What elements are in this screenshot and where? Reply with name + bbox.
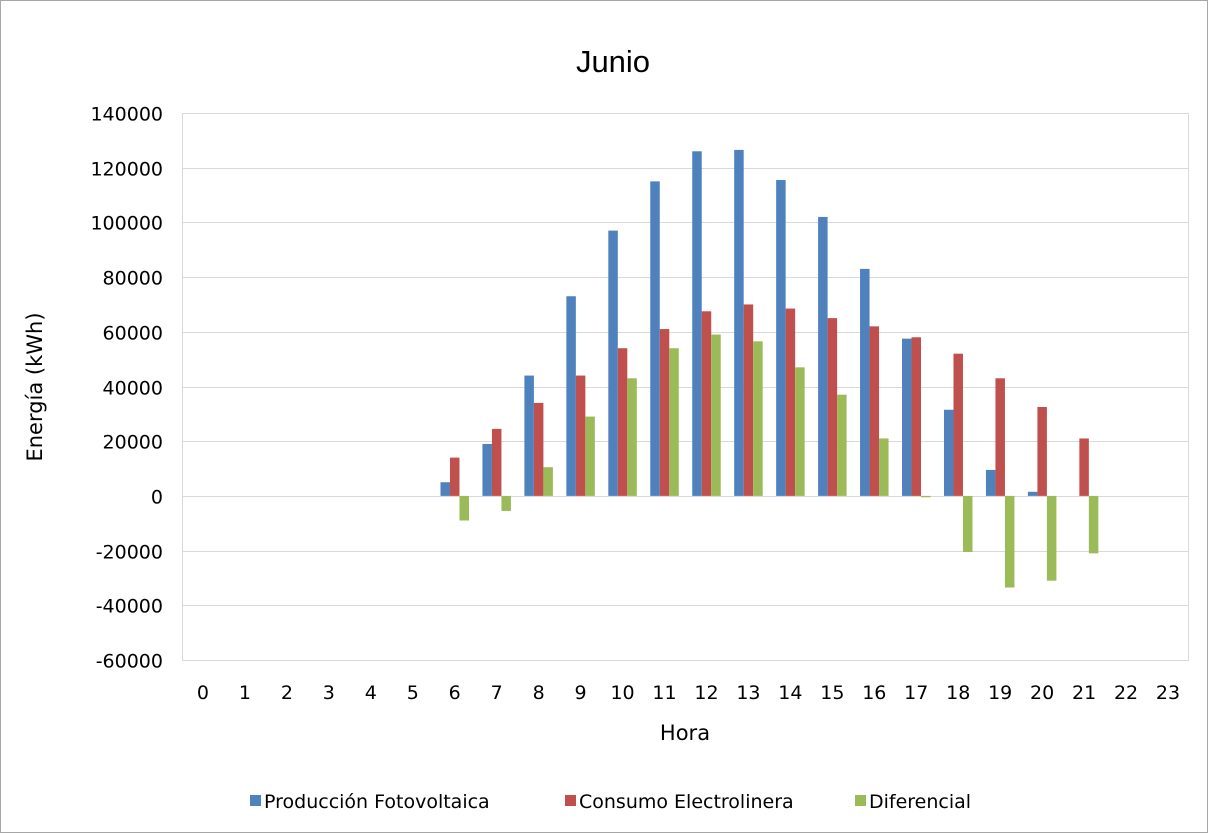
bar-producci-n-fotovoltaica-20	[1027, 491, 1038, 496]
x-axis-title: Hora	[660, 721, 710, 745]
legend-swatch	[250, 795, 261, 806]
bar-consumo-electrolinera-20	[1037, 407, 1047, 496]
y-tick-labels: 140000 120000 100000 80000 60000 40000 20000 0 -…	[90, 104, 163, 673]
bar-consumo-electrolinera-6	[449, 457, 460, 496]
bar-producci-n-fotovoltaica-14	[776, 180, 786, 496]
bar-producci-n-fotovoltaica-7	[482, 443, 492, 496]
x-tick-label: 11	[652, 682, 676, 704]
x-tick-label: 5	[407, 682, 419, 704]
bar-consumo-electrolinera-18	[953, 353, 963, 496]
bar-producci-n-fotovoltaica-17	[902, 338, 912, 496]
bar-producci-n-fotovoltaica-12	[692, 151, 702, 496]
legend-label: Producción Fotovoltaica	[264, 791, 490, 813]
bar-consumo-electrolinera-13	[743, 304, 754, 496]
x-tick-label: 0	[197, 682, 209, 704]
legend: Producción Fotovoltaica Consumo Electroli…	[250, 791, 971, 813]
x-tick-label: 21	[1072, 682, 1096, 704]
x-tick-label: 13	[736, 682, 760, 704]
bar-producci-n-fotovoltaica-8	[524, 375, 534, 496]
x-tick-label: 17	[904, 682, 928, 704]
legend-label: Consumo Electrolinera	[579, 791, 794, 813]
x-tick-label: 2	[281, 682, 293, 704]
x-tick-label: 14	[778, 682, 802, 704]
bar-diferencial-14	[795, 367, 805, 496]
bar-diferencial-13	[753, 341, 763, 496]
bar-consumo-electrolinera-11	[659, 329, 670, 496]
y-tick-label: 100000	[90, 213, 163, 235]
chart-title: Junio	[576, 44, 650, 79]
x-tick-label: 8	[533, 682, 545, 704]
bar-diferencial-20	[1046, 495, 1057, 581]
gridlines	[182, 113, 1189, 661]
bar-producci-n-fotovoltaica-19	[985, 469, 996, 496]
bar-diferencial-12	[711, 334, 721, 496]
bar-diferencial-10	[627, 378, 637, 496]
bar-consumo-electrolinera-10	[617, 348, 628, 496]
bar-consumo-electrolinera-12	[701, 311, 712, 496]
y-tick-label: 40000	[103, 378, 163, 400]
x-tick-labels: 0 1 2 3 4 5 6 7 8 9 10 11 12 13 14 15 16 17 18 19 20 21 22 23	[197, 682, 1180, 704]
bar-producci-n-fotovoltaica-6	[440, 482, 450, 496]
bar-producci-n-fotovoltaica-10	[608, 230, 618, 496]
bar-producci-n-fotovoltaica-18	[943, 409, 954, 496]
bar-consumo-electrolinera-21	[1079, 438, 1089, 496]
x-tick-label: 3	[323, 682, 335, 704]
y-tick-label: 20000	[103, 432, 163, 454]
bar-consumo-electrolinera-15	[827, 318, 838, 496]
x-tick-label: 9	[575, 682, 587, 704]
bar-diferencial-7	[501, 495, 511, 511]
bar-diferencial-15	[837, 394, 847, 496]
bar-diferencial-16	[879, 438, 889, 496]
legend-swatch	[565, 795, 576, 806]
bar-consumo-electrolinera-9	[575, 375, 586, 496]
x-tick-label: 19	[988, 682, 1012, 704]
y-tick-label: 80000	[103, 268, 163, 290]
bar-diferencial-9	[585, 416, 595, 496]
bars	[440, 149, 1099, 588]
x-tick-label: 1	[239, 682, 251, 704]
y-axis-title: Energía (kWh)	[23, 312, 47, 461]
x-tick-label: 10	[610, 682, 634, 704]
legend-swatch	[855, 795, 866, 806]
y-tick-label: 140000	[90, 104, 163, 126]
x-tick-label: 23	[1156, 682, 1180, 704]
bar-diferencial-21	[1088, 495, 1099, 554]
bar-consumo-electrolinera-8	[533, 402, 544, 496]
bar-consumo-electrolinera-16	[869, 326, 880, 496]
bar-producci-n-fotovoltaica-13	[734, 149, 744, 496]
x-tick-label: 6	[449, 682, 461, 704]
bar-diferencial-19	[1004, 495, 1015, 588]
bar-diferencial-6	[459, 495, 469, 521]
x-tick-label: 4	[365, 682, 377, 704]
bar-producci-n-fotovoltaica-11	[650, 181, 660, 496]
x-tick-label: 20	[1030, 682, 1054, 704]
bar-consumo-electrolinera-7	[491, 428, 502, 496]
y-tick-label: -60000	[96, 651, 163, 673]
y-tick-label: -20000	[96, 542, 163, 564]
bar-consumo-electrolinera-19	[995, 378, 1005, 496]
bar-diferencial-18	[962, 495, 973, 552]
x-tick-label: 15	[820, 682, 844, 704]
x-tick-label: 22	[1114, 682, 1138, 704]
legend-label: Diferencial	[869, 791, 971, 813]
bar-producci-n-fotovoltaica-9	[566, 296, 576, 496]
y-tick-label: 60000	[103, 323, 163, 345]
bar-producci-n-fotovoltaica-15	[818, 216, 828, 496]
bar-producci-n-fotovoltaica-16	[860, 268, 870, 496]
y-tick-label: 0	[151, 487, 163, 509]
bar-diferencial-17	[921, 495, 931, 498]
y-tick-label: -40000	[96, 596, 163, 618]
y-tick-label: 120000	[90, 159, 163, 181]
bar-diferencial-11	[669, 348, 679, 496]
x-tick-label: 7	[491, 682, 503, 704]
x-tick-label: 18	[946, 682, 970, 704]
bar-diferencial-8	[543, 467, 553, 496]
x-tick-label: 12	[694, 682, 718, 704]
bar-consumo-electrolinera-17	[911, 337, 922, 496]
bar-consumo-electrolinera-14	[785, 308, 796, 496]
x-tick-label: 16	[862, 682, 886, 704]
